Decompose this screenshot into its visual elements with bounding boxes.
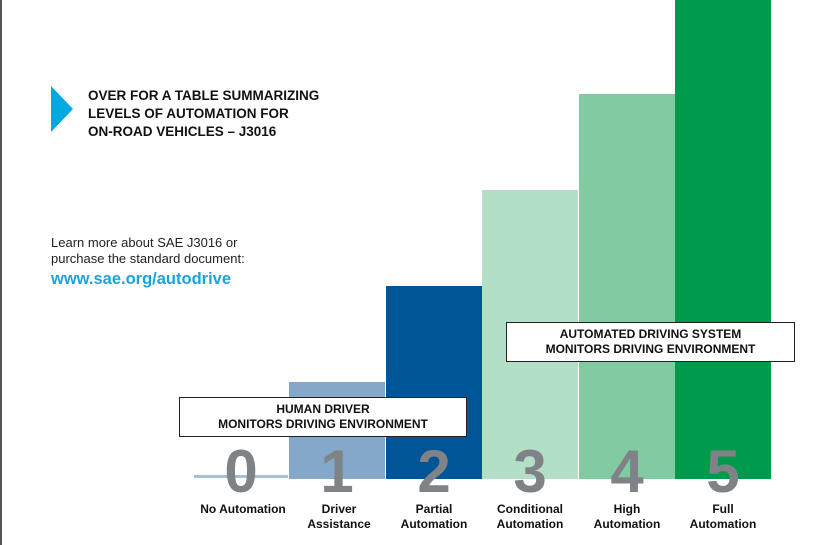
level-label-line: No Automation [200,502,286,516]
level-digit-4: 4 [610,438,644,505]
level-label-line: Assistance [307,517,371,531]
learn-more-text: Learn more about SAE J3016 or purchase t… [51,235,245,267]
level-label-line: Automation [689,517,757,531]
bar-level-0-baseline [194,475,288,478]
level-label-3: Conditional Automation [480,502,580,532]
level-label-2: Partial Automation [384,502,484,532]
group-label-line: AUTOMATED DRIVING SYSTEM [559,327,742,341]
heading-line: OVER FOR A TABLE SUMMARIZING [88,88,320,103]
human-driver-group-label: HUMAN DRIVER MONITORS DRIVING ENVIRONMEN… [179,397,467,437]
automated-system-group-label: AUTOMATED DRIVING SYSTEM MONITORS DRIVIN… [506,322,795,362]
level-label-line: Automation [593,517,661,531]
level-label-line: Automation [400,517,468,531]
level-digit-5: 5 [706,438,740,505]
level-digit-2: 2 [417,438,451,505]
group-label-line: MONITORS DRIVING ENVIRONMENT [218,417,428,431]
level-label-line: Automation [496,517,564,531]
bar-level-4 [579,94,675,479]
learn-more-line: Learn more about SAE J3016 or [51,235,238,250]
bar-level-2 [386,286,482,479]
level-label-line: High [613,502,641,516]
learn-more-line: purchase the standard document: [51,251,245,266]
page-heading: OVER FOR A TABLE SUMMARIZING LEVELS OF A… [88,87,388,141]
level-label-1: Driver Assistance [289,502,389,532]
group-label-line: HUMAN DRIVER [276,402,370,416]
heading-line: LEVELS OF AUTOMATION FOR [88,106,289,121]
sae-autodrive-link[interactable]: www.sae.org/autodrive [51,270,232,288]
left-border [0,0,2,545]
level-label-line: Driver [321,502,357,516]
level-digit-1: 1 [320,438,354,505]
group-label-line: MONITORS DRIVING ENVIRONMENT [545,342,756,356]
level-label-line: Conditional [497,502,563,516]
level-label-0: No Automation [193,502,293,517]
level-label-line: Full [712,502,734,516]
arrow-right-icon [51,86,73,132]
level-label-5: Full Automation [673,502,773,532]
level-label-line: Partial [415,502,453,516]
level-digit-3: 3 [513,438,547,505]
heading-line: ON-ROAD VEHICLES – J3016 [88,124,277,139]
level-digit-0: 0 [224,438,258,505]
level-label-4: High Automation [577,502,677,532]
bar-level-5 [675,0,771,479]
